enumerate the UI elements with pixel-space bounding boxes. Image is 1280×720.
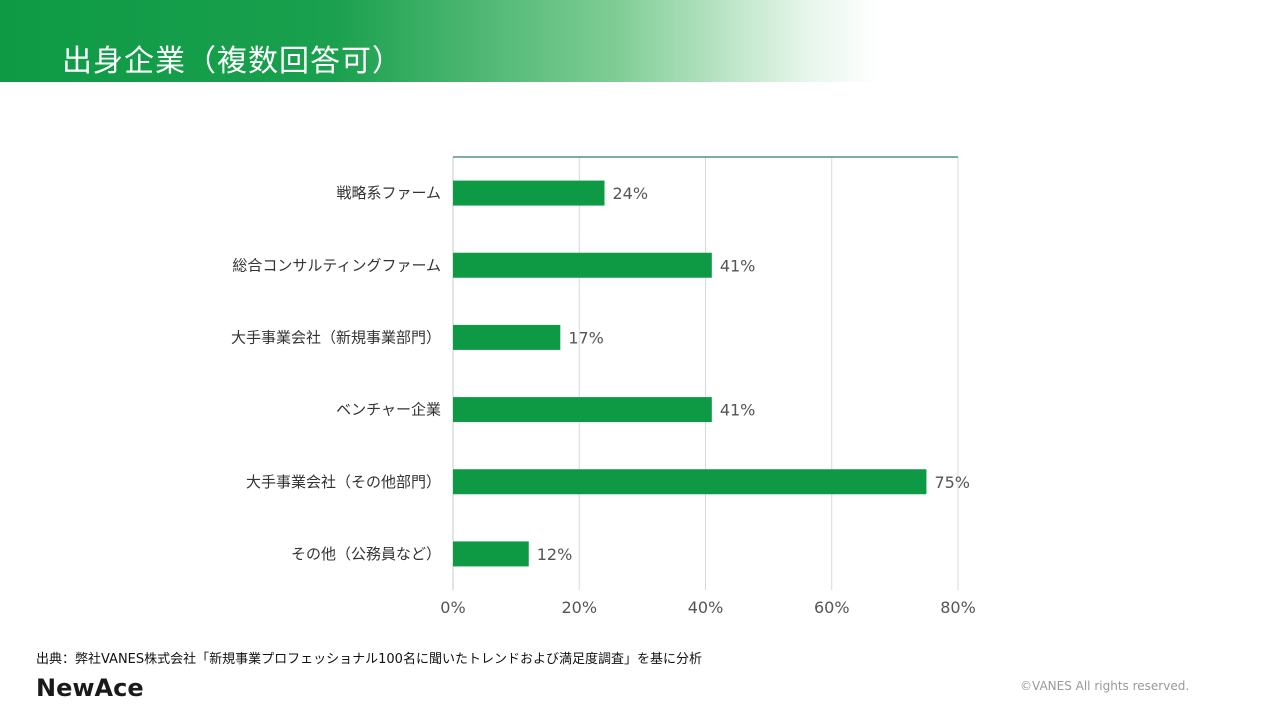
category-label-1: 総合コンサルティングファーム bbox=[232, 256, 441, 274]
value-label-4: 75% bbox=[934, 473, 970, 492]
value-label-0: 24% bbox=[613, 184, 649, 203]
category-label-2: 大手事業会社（新規事業部門） bbox=[231, 328, 441, 346]
newace-logo: NewAce bbox=[36, 674, 144, 702]
bar-2 bbox=[453, 324, 561, 350]
bar-1 bbox=[453, 252, 712, 278]
x-tick-label-80: 80% bbox=[940, 598, 976, 617]
x-tick-label-40: 40% bbox=[688, 598, 724, 617]
header-band bbox=[0, 0, 880, 82]
copyright-text: ©VANES All rights reserved. bbox=[1020, 679, 1190, 693]
category-label-0: 戦略系ファーム bbox=[336, 184, 441, 202]
category-label-4: 大手事業会社（その他部門） bbox=[246, 473, 441, 491]
bar-layer bbox=[453, 180, 927, 567]
x-tick-label-60: 60% bbox=[814, 598, 850, 617]
value-label-3: 41% bbox=[720, 401, 756, 420]
value-label-2: 17% bbox=[568, 328, 604, 347]
x-tick-labels: 0% 20% 40% 60% 80% bbox=[440, 598, 975, 617]
x-tick-label-0: 0% bbox=[440, 598, 465, 617]
value-label-5: 12% bbox=[537, 545, 573, 564]
page-title: 出身企業（複数回答可） bbox=[62, 44, 403, 79]
source-note: 出典：弊社VANES株式会社「新規事業プロフェッショナル100名に聞いたトレンド… bbox=[36, 652, 702, 667]
value-labels: 24% 41% 17% 41% 75% 12% bbox=[537, 184, 970, 564]
bar-0 bbox=[453, 180, 605, 206]
bar-4 bbox=[453, 469, 927, 495]
bar-3 bbox=[453, 397, 712, 423]
category-label-3: ベンチャー企業 bbox=[336, 401, 441, 419]
bar-5 bbox=[453, 541, 529, 567]
category-label-5: その他（公務員など） bbox=[291, 545, 441, 563]
x-tick-label-20: 20% bbox=[561, 598, 597, 617]
grid-layer bbox=[452, 157, 959, 590]
value-label-1: 41% bbox=[720, 256, 756, 275]
